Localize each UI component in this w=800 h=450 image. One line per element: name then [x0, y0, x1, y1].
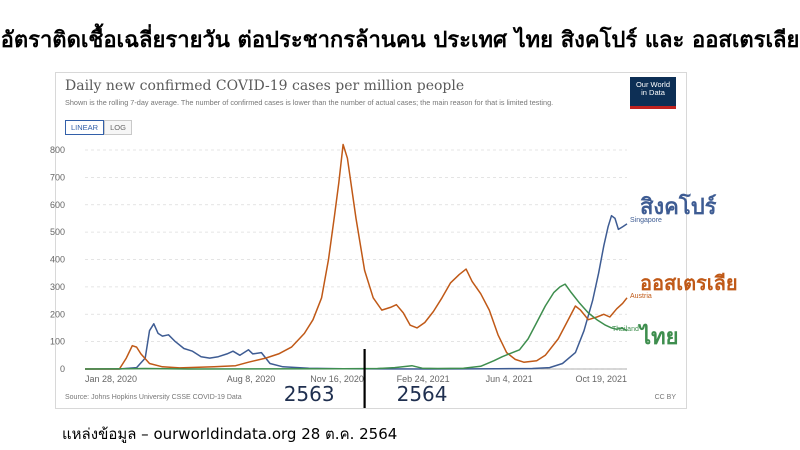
- y-tick-label: 400: [50, 255, 65, 265]
- data-source-footnote: แหล่งข้อมูล – ourworldindata.org 28 ต.ค.…: [62, 425, 398, 443]
- series-label-singapore: Singapore: [630, 217, 662, 224]
- scale-toggle: LINEAR LOG: [65, 120, 132, 135]
- series-label-austria: Austria: [630, 293, 652, 300]
- year-label-2563: 2563: [284, 382, 335, 406]
- series-line-singapore: [85, 214, 628, 370]
- log-scale-button[interactable]: LOG: [104, 120, 132, 135]
- y-tick-label: 0: [60, 364, 65, 374]
- thai-label-singapore: สิงคโปร์: [640, 193, 717, 220]
- x-tick-label: Jun 4, 2021: [486, 374, 533, 384]
- x-tick-label: Nov 16, 2020: [310, 374, 364, 384]
- x-tick-label: Aug 8, 2020: [227, 374, 276, 384]
- series-label-thailand: Thailand: [612, 326, 639, 333]
- linear-scale-button[interactable]: LINEAR: [65, 120, 105, 135]
- y-tick-label: 600: [50, 200, 65, 210]
- y-tick-label: 300: [50, 282, 65, 292]
- y-tick-label: 500: [50, 227, 65, 237]
- year-label-2564: 2564: [397, 382, 448, 406]
- thai-label-austria: ออสเตรเลีย: [640, 271, 738, 295]
- owid-logo[interactable]: Our World in Data: [630, 77, 676, 109]
- logo-line2: in Data: [641, 88, 665, 97]
- chart-title: Daily new confirmed COVID-19 cases per m…: [65, 78, 465, 94]
- y-tick-label: 100: [50, 337, 65, 347]
- y-tick-label: 800: [50, 145, 65, 155]
- chart-panel: Daily new confirmed COVID-19 cases per m…: [55, 72, 687, 409]
- source-note[interactable]: Source: Johns Hopkins University CSSE CO…: [65, 394, 242, 401]
- x-tick-label: Feb 24, 2021: [397, 374, 450, 384]
- chart-subtitle: Shown is the rolling 7-day average. The …: [65, 98, 554, 107]
- series-line-thailand: [84, 283, 628, 370]
- y-tick-label: 200: [50, 309, 65, 319]
- thai-label-thailand: ไทย: [638, 323, 678, 350]
- x-tick-label: Jan 28, 2020: [85, 374, 137, 384]
- slide-title: อัตราติดเชื้อเฉลี่ยรายวัน ต่อประชากรล้าน…: [0, 28, 800, 53]
- series-line-austria: [85, 143, 628, 370]
- x-tick-label: Oct 19, 2021: [575, 374, 627, 384]
- logo-line1: Our World: [635, 80, 671, 89]
- y-tick-label: 700: [50, 172, 65, 182]
- license-note[interactable]: CC BY: [654, 394, 676, 401]
